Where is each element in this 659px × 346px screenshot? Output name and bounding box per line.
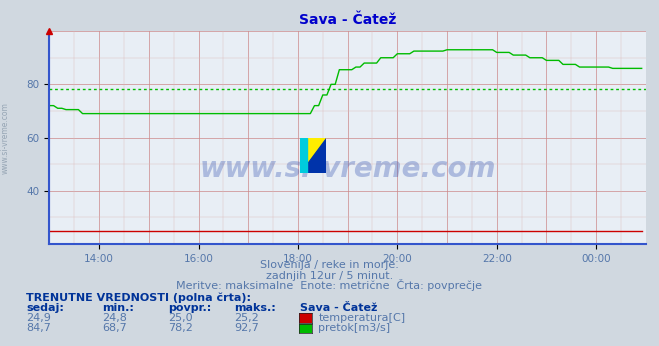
Text: zadnjih 12ur / 5 minut.: zadnjih 12ur / 5 minut. <box>266 271 393 281</box>
Text: Sava - Čatež: Sava - Čatež <box>300 303 377 313</box>
Bar <box>300 138 307 173</box>
Text: 78,2: 78,2 <box>168 324 193 334</box>
Text: 68,7: 68,7 <box>102 324 127 334</box>
Text: sedaj:: sedaj: <box>26 303 64 313</box>
Text: maks.:: maks.: <box>234 303 275 313</box>
Text: 25,2: 25,2 <box>234 313 259 323</box>
Text: temperatura[C]: temperatura[C] <box>318 313 405 323</box>
Text: pretok[m3/s]: pretok[m3/s] <box>318 324 390 334</box>
Text: www.si-vreme.com: www.si-vreme.com <box>200 155 496 183</box>
Text: min.:: min.: <box>102 303 134 313</box>
Text: 92,7: 92,7 <box>234 324 259 334</box>
Text: povpr.:: povpr.: <box>168 303 212 313</box>
Polygon shape <box>300 138 326 173</box>
Text: Meritve: maksimalne  Enote: metrične  Črta: povprečje: Meritve: maksimalne Enote: metrične Črta… <box>177 279 482 291</box>
Text: Slovenija / reke in morje.: Slovenija / reke in morje. <box>260 260 399 270</box>
Polygon shape <box>300 138 326 173</box>
Text: 25,0: 25,0 <box>168 313 192 323</box>
Text: 24,9: 24,9 <box>26 313 51 323</box>
Text: www.si-vreme.com: www.si-vreme.com <box>1 102 10 174</box>
Text: TRENUTNE VREDNOSTI (polna črta):: TRENUTNE VREDNOSTI (polna črta): <box>26 292 251 303</box>
Title: Sava - Čatež: Sava - Čatež <box>299 13 396 27</box>
Text: 84,7: 84,7 <box>26 324 51 334</box>
Text: 24,8: 24,8 <box>102 313 127 323</box>
